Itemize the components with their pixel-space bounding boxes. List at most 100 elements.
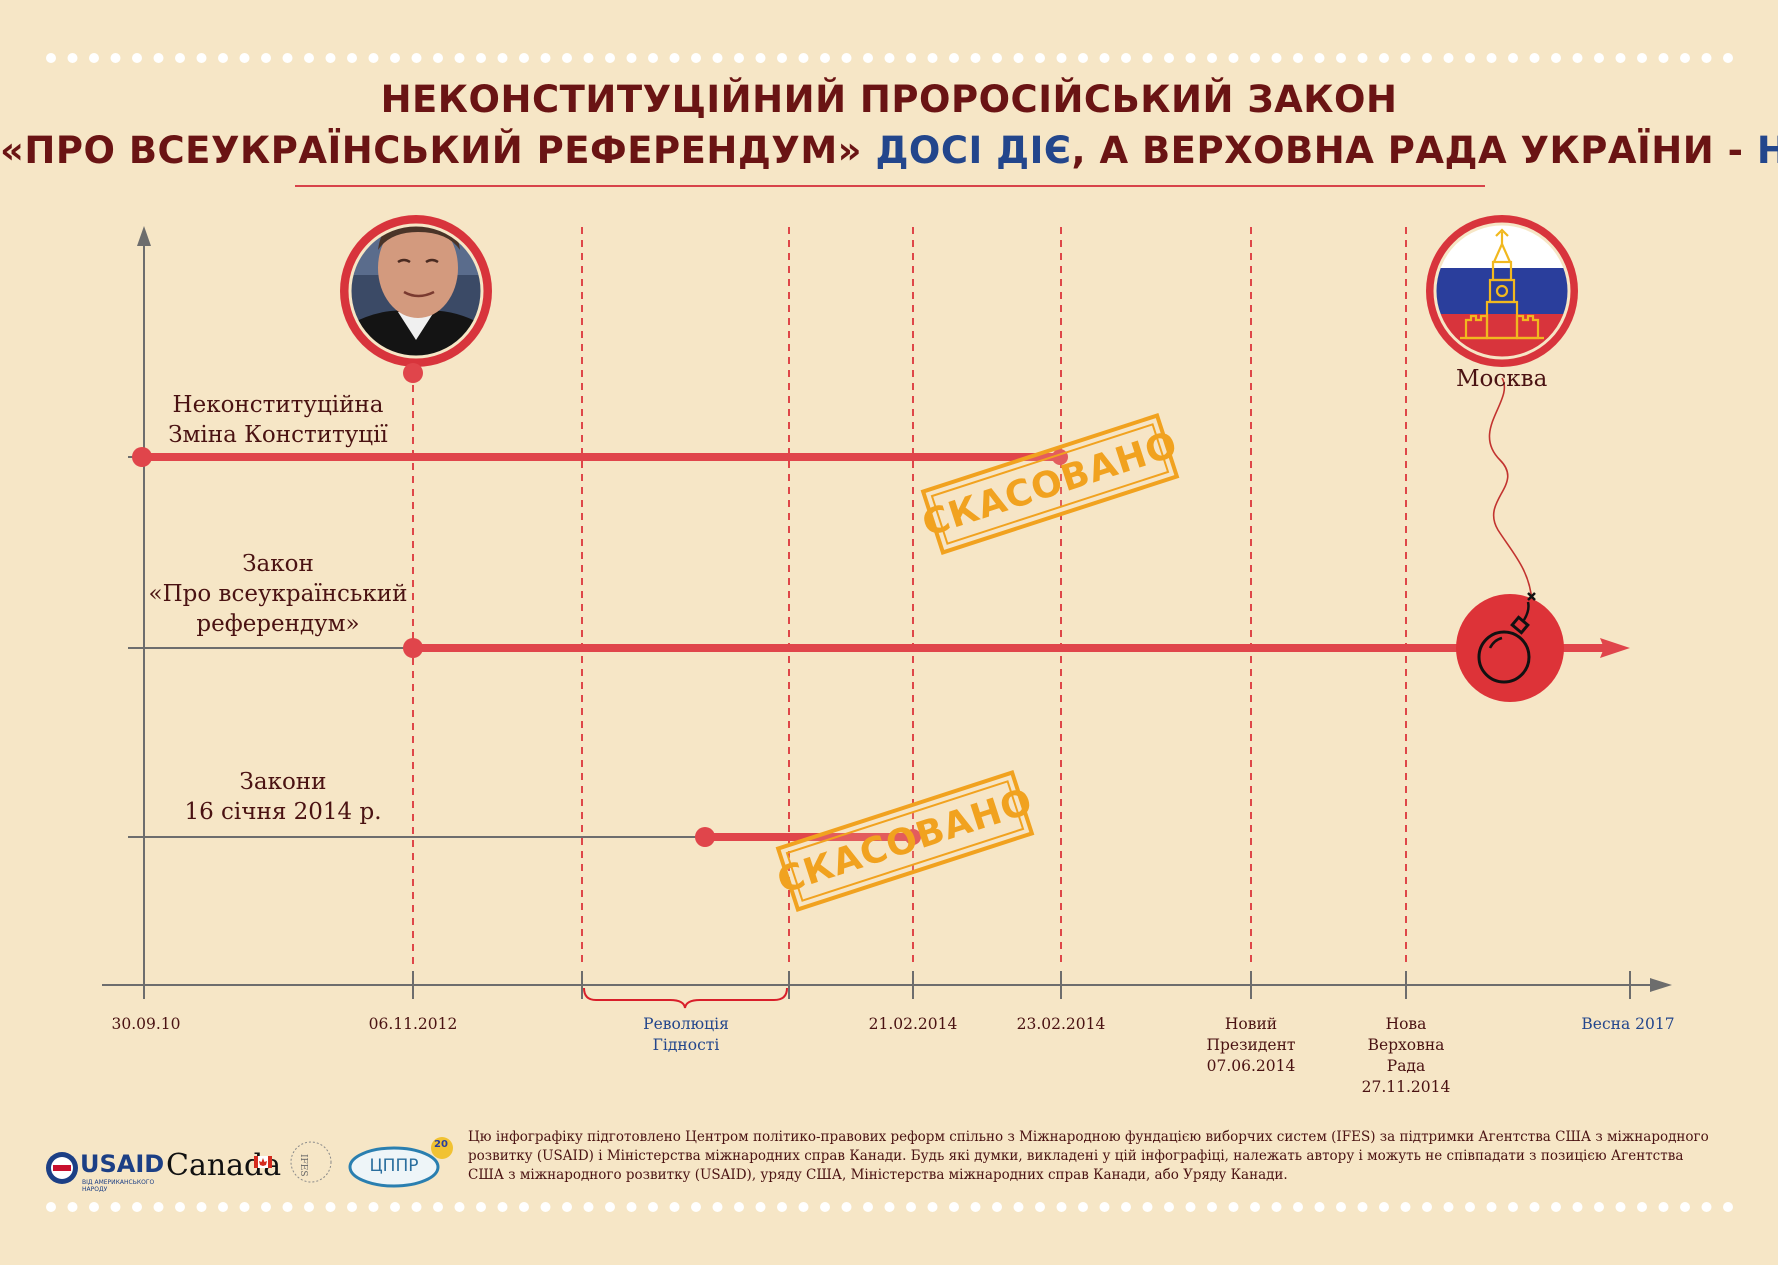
border-dot (1056, 53, 1067, 63)
border-dot (46, 53, 56, 63)
row-label-line: 16 січня 2014 р. (184, 799, 382, 825)
border-dot (605, 1202, 615, 1212)
border-dot (798, 53, 809, 63)
timeline-label-line: Рада (1386, 1057, 1426, 1075)
border-dot (1637, 1202, 1647, 1212)
border-dot (1615, 53, 1626, 63)
border-dot (1594, 1202, 1604, 1212)
timeline-label-4: 21.02.2014 (869, 1014, 958, 1035)
border-dot (1486, 53, 1497, 63)
dot-start-2010 (132, 447, 152, 467)
ifes-logo: IFES (288, 1136, 334, 1188)
border-dot (1293, 1202, 1303, 1212)
border-dot (1013, 1202, 1024, 1212)
border-dot (1551, 53, 1561, 63)
border-dot (562, 53, 572, 63)
border-dot (67, 53, 78, 63)
ifes-text: IFES (298, 1154, 308, 1177)
bar-referendum-arrow (1600, 638, 1630, 658)
border-dot (519, 53, 529, 63)
border-dot (755, 53, 766, 63)
border-dot (992, 1202, 1002, 1212)
border-dot (1228, 53, 1239, 63)
border-dot (218, 1202, 228, 1212)
border-dot (884, 1202, 895, 1212)
usaid-text: USAID (80, 1150, 165, 1178)
border-dot (820, 1202, 830, 1212)
timeline-label-line: Весна 2017 (1581, 1015, 1675, 1033)
border-dot (841, 1202, 852, 1212)
border-dot (390, 53, 400, 63)
timeline-label-line: 06.11.2012 (368, 1015, 458, 1033)
footer-disclaimer: Цю інфографіку підготовлено Центром полі… (468, 1129, 1709, 1183)
title-line-2: «ПРО ВСЕУКРАЇНСЬКИЙ РЕФЕРЕНДУМ» ДОСІ ДІЄ… (0, 129, 1778, 172)
border-dot (368, 1202, 379, 1212)
border-dot (1701, 53, 1712, 63)
border-dot (927, 1202, 938, 1212)
border-dot (1164, 1202, 1174, 1212)
border-dot (304, 1202, 314, 1212)
y-axis-arrow (137, 226, 151, 246)
border-dot (669, 1202, 680, 1212)
border-dot (1486, 1202, 1497, 1212)
border-dot (1465, 53, 1475, 63)
border-dot (605, 53, 615, 63)
border-dot (949, 1202, 959, 1212)
title-line-1: НЕКОНСТИТУЦІЙНИЙ ПРОРОСІЙСЬКИЙ ЗАКОН (380, 78, 1398, 121)
border-dot (949, 53, 959, 63)
border-dot (755, 1202, 766, 1212)
border-dot (1164, 53, 1174, 63)
border-dot (110, 53, 121, 63)
bomb-icon (1456, 592, 1564, 702)
row-label-january-laws: Закони 16 січня 2014 р. (148, 767, 418, 827)
usaid-subtext: ВІД АМЕРИКАНСЬКОГО НАРОДУ (82, 1179, 155, 1193)
border-dot (777, 1202, 787, 1212)
cppr-logo: ЦППР 20 (348, 1134, 454, 1190)
border-dot (691, 1202, 701, 1212)
moscow-label: Москва (1456, 366, 1548, 392)
border-dot (1400, 1202, 1411, 1212)
border-dot (1099, 53, 1110, 63)
border-dot (1250, 1202, 1260, 1212)
border-dot (368, 53, 379, 63)
border-dot (583, 53, 594, 63)
border-dot (390, 1202, 400, 1212)
row-label-line: Неконституційна (172, 392, 384, 418)
border-dot (863, 1202, 873, 1212)
border-dot (433, 1202, 443, 1212)
border-dot (1422, 1202, 1432, 1212)
timeline-label-line: Президент (1206, 1036, 1296, 1054)
border-dot (562, 1202, 572, 1212)
usaid-logo: USAID ВІД АМЕРИКАНСЬКОГО НАРОДУ (44, 1148, 165, 1193)
border-dot (583, 1202, 594, 1212)
border-dot (734, 1202, 744, 1212)
timeline-label-line: Новий (1224, 1015, 1278, 1033)
border-dot (626, 1202, 637, 1212)
row-label-line: Закон (242, 551, 314, 577)
border-dot (153, 53, 164, 63)
border-dot (1336, 53, 1346, 63)
border-dot (970, 1202, 981, 1212)
border-dot (734, 53, 744, 63)
border-dot (1142, 53, 1153, 63)
border-dot (175, 1202, 185, 1212)
border-dot (970, 53, 981, 63)
canada-flag-icon (254, 1156, 272, 1168)
timeline-label-line: Революція (643, 1015, 729, 1033)
axis-ticks (143, 971, 1631, 999)
border-dot (1529, 1202, 1540, 1212)
border-dot (1508, 53, 1518, 63)
border-dot (347, 53, 357, 63)
border-dot (454, 1202, 465, 1212)
timeline-label-line: Нова (1385, 1015, 1427, 1033)
border-dot (1594, 53, 1604, 63)
border-dot (1508, 1202, 1518, 1212)
border-dot (1271, 53, 1282, 63)
border-dot (1422, 53, 1432, 63)
border-dot (1185, 53, 1196, 63)
kremlin-flag-icon (1426, 215, 1578, 367)
timeline-label-line: 30.09.10 (111, 1015, 181, 1033)
dot-start-january-laws (695, 827, 715, 847)
title-underline (295, 185, 1485, 187)
border-dot (519, 1202, 529, 1212)
